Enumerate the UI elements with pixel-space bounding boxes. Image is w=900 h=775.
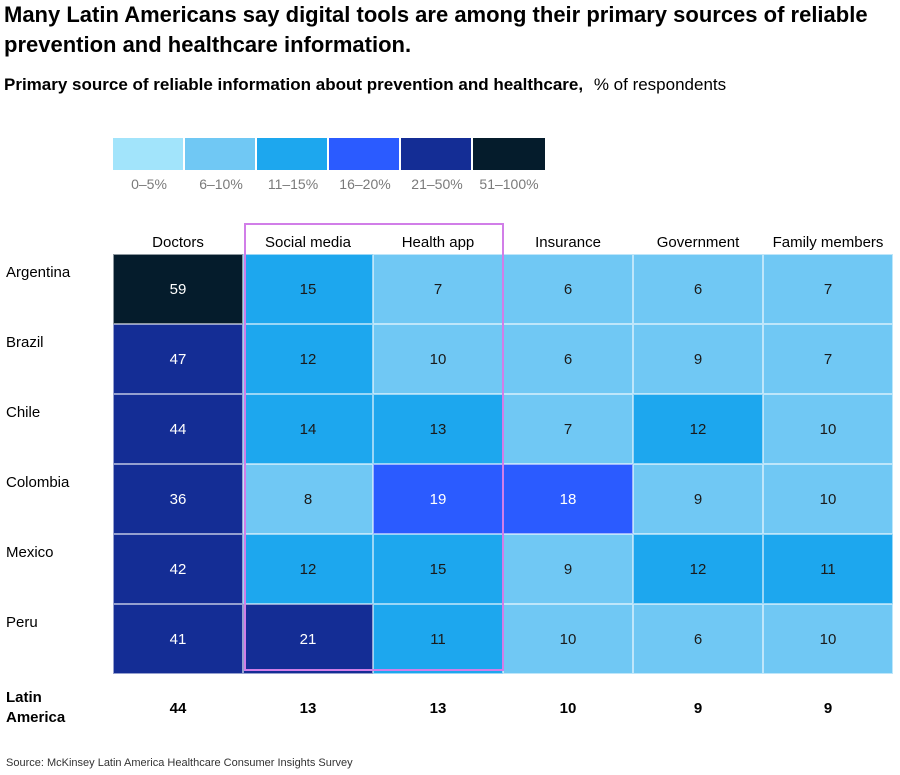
column-header: Doctors — [152, 234, 204, 251]
heatmap-cell: 7 — [763, 254, 893, 324]
heatmap-cell: 10 — [763, 604, 893, 674]
heatmap-cell: 12 — [243, 324, 373, 394]
heatmap-cell: 12 — [633, 394, 763, 464]
column-header: Family members — [772, 234, 884, 251]
heatmap-cell: 11 — [763, 534, 893, 604]
chart-title: Many Latin Americans say digital tools a… — [4, 2, 868, 57]
heatmap-cell: 21 — [243, 604, 373, 674]
heatmap-cell: 36 — [113, 464, 243, 534]
heatmap-cell: 15 — [243, 254, 373, 324]
heatmap-cell: 18 — [503, 464, 633, 534]
heatmap-cell: 6 — [503, 254, 633, 324]
legend-swatch — [473, 138, 545, 170]
chart-subtitle: Primary source of reliable information a… — [4, 74, 726, 96]
heatmap-cell: 42 — [113, 534, 243, 604]
legend-swatch — [401, 138, 473, 170]
legend-swatch — [329, 138, 401, 170]
total-row-label: Latin America — [6, 689, 66, 726]
row-label: Brazil — [6, 334, 44, 351]
column-header: Insurance — [535, 234, 601, 251]
heatmap-cell: 6 — [503, 324, 633, 394]
legend-swatch — [113, 138, 185, 170]
heatmap-cell: 10 — [763, 394, 893, 464]
legend-label: 51–100% — [479, 176, 539, 192]
legend-label: 11–15% — [267, 176, 319, 192]
source-note: Source: McKinsey Latin America Healthcar… — [6, 757, 353, 769]
total-value: 13 — [429, 700, 447, 717]
row-label: Colombia — [6, 474, 70, 491]
total-value: 10 — [559, 700, 577, 717]
heatmap-cell: 6 — [633, 254, 763, 324]
row-label: Chile — [6, 404, 41, 421]
heatmap-cell: 13 — [373, 394, 503, 464]
heatmap-cell: 15 — [373, 534, 503, 604]
heatmap-cell: 19 — [373, 464, 503, 534]
subtitle-text: Primary source of reliable information a… — [4, 75, 584, 94]
heatmap-cell: 8 — [243, 464, 373, 534]
heatmap-cell: 14 — [243, 394, 373, 464]
heatmap-cell: 7 — [373, 254, 503, 324]
total-value: 13 — [299, 700, 317, 717]
legend-swatches — [113, 138, 545, 170]
row-label: Argentina — [6, 264, 71, 281]
heatmap-cell: 47 — [113, 324, 243, 394]
heatmap-cell: 10 — [503, 604, 633, 674]
legend-swatch — [257, 138, 329, 170]
legend-label: 16–20% — [339, 176, 391, 192]
color-legend: 0–5% 6–10% 11–15% 16–20% 21–50% 51–100% — [113, 138, 545, 192]
heatmap-cell: 10 — [763, 464, 893, 534]
heatmap-cell: 6 — [633, 604, 763, 674]
heatmap-cell: 12 — [243, 534, 373, 604]
legend-label: 0–5% — [131, 176, 167, 192]
column-header: Social media — [265, 234, 351, 251]
heatmap-cell: 9 — [633, 464, 763, 534]
heatmap-cell: 9 — [503, 534, 633, 604]
total-value: 9 — [693, 700, 703, 717]
heatmap-cell: 7 — [503, 394, 633, 464]
heatmap-cell: 44 — [113, 394, 243, 464]
legend-label: 21–50% — [411, 176, 463, 192]
heatmap-cell: 12 — [633, 534, 763, 604]
total-value: 44 — [169, 700, 187, 717]
total-value: 9 — [823, 700, 833, 717]
heatmap-cell: 7 — [763, 324, 893, 394]
heatmap-cell: 11 — [373, 604, 503, 674]
row-label: Peru — [6, 614, 38, 631]
heatmap-cell: 10 — [373, 324, 503, 394]
heatmap-cell: 41 — [113, 604, 243, 674]
legend-labels: 0–5% 6–10% 11–15% 16–20% 21–50% 51–100% — [113, 176, 545, 192]
column-header: Health app — [401, 234, 475, 251]
column-header: Government — [656, 234, 740, 251]
heatmap-cell: 9 — [633, 324, 763, 394]
heatmap-cell: 59 — [113, 254, 243, 324]
subtitle-unit: % of respondents — [593, 75, 727, 94]
row-label: Mexico — [6, 544, 54, 561]
legend-label: 6–10% — [199, 176, 243, 192]
legend-swatch — [185, 138, 257, 170]
